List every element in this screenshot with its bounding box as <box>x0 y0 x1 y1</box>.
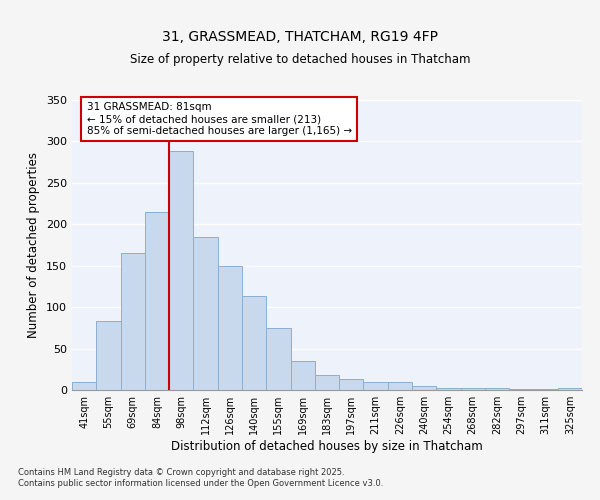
Bar <box>193 236 218 390</box>
Bar <box>169 152 193 390</box>
Bar <box>461 388 485 390</box>
Bar <box>96 321 121 390</box>
Bar <box>558 388 582 390</box>
Bar <box>72 382 96 390</box>
Bar <box>266 328 290 390</box>
Text: 31, GRASSMEAD, THATCHAM, RG19 4FP: 31, GRASSMEAD, THATCHAM, RG19 4FP <box>162 30 438 44</box>
Bar <box>412 386 436 390</box>
Bar <box>218 266 242 390</box>
Text: 31 GRASSMEAD: 81sqm
← 15% of detached houses are smaller (213)
85% of semi-detac: 31 GRASSMEAD: 81sqm ← 15% of detached ho… <box>86 102 352 136</box>
Bar <box>533 389 558 390</box>
X-axis label: Distribution of detached houses by size in Thatcham: Distribution of detached houses by size … <box>171 440 483 453</box>
Bar <box>315 375 339 390</box>
Text: Contains HM Land Registry data © Crown copyright and database right 2025.
Contai: Contains HM Land Registry data © Crown c… <box>18 468 383 487</box>
Bar <box>339 379 364 390</box>
Text: Size of property relative to detached houses in Thatcham: Size of property relative to detached ho… <box>130 52 470 66</box>
Bar <box>388 382 412 390</box>
Y-axis label: Number of detached properties: Number of detached properties <box>28 152 40 338</box>
Bar <box>364 382 388 390</box>
Bar <box>121 254 145 390</box>
Bar <box>436 388 461 390</box>
Bar <box>145 212 169 390</box>
Bar <box>290 361 315 390</box>
Bar <box>242 296 266 390</box>
Bar <box>485 388 509 390</box>
Bar <box>509 389 533 390</box>
